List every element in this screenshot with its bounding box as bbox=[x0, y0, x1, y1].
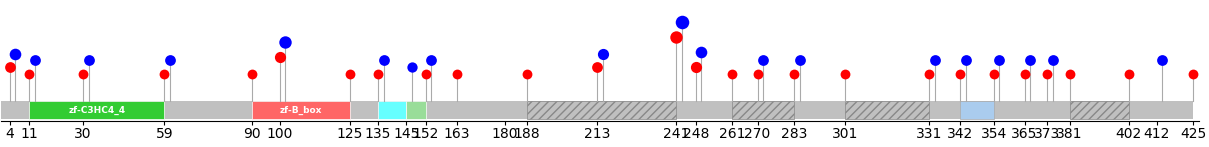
Point bbox=[1120, 72, 1139, 75]
Point bbox=[1037, 72, 1057, 75]
Point bbox=[1184, 72, 1203, 75]
Point bbox=[340, 72, 359, 75]
Point bbox=[1152, 59, 1172, 61]
Point bbox=[753, 59, 773, 61]
Point bbox=[925, 59, 944, 61]
FancyBboxPatch shape bbox=[527, 101, 676, 119]
Point bbox=[25, 59, 45, 61]
Point bbox=[785, 72, 804, 75]
FancyBboxPatch shape bbox=[960, 101, 994, 119]
Point bbox=[517, 72, 537, 75]
Point bbox=[403, 65, 422, 68]
Point bbox=[19, 72, 39, 75]
Point bbox=[1043, 59, 1063, 61]
Point bbox=[161, 59, 180, 61]
Point bbox=[950, 72, 970, 75]
Text: zf-B_box: zf-B_box bbox=[279, 106, 322, 115]
Point bbox=[374, 59, 393, 61]
Point bbox=[686, 65, 705, 68]
Point bbox=[919, 72, 938, 75]
Text: zf-C3HC4_4: zf-C3HC4_4 bbox=[69, 106, 126, 115]
Point bbox=[588, 65, 607, 68]
Point bbox=[984, 72, 1003, 75]
Point bbox=[1014, 72, 1034, 75]
Point bbox=[369, 72, 388, 75]
FancyBboxPatch shape bbox=[845, 101, 929, 119]
Point bbox=[692, 51, 711, 53]
Point bbox=[990, 59, 1010, 61]
Point bbox=[666, 36, 686, 38]
FancyBboxPatch shape bbox=[406, 101, 426, 119]
Point bbox=[422, 59, 441, 61]
Point bbox=[416, 72, 435, 75]
Point bbox=[155, 72, 174, 75]
Point bbox=[447, 72, 467, 75]
Point bbox=[672, 21, 692, 23]
Point bbox=[723, 72, 742, 75]
FancyBboxPatch shape bbox=[1, 101, 1193, 119]
Point bbox=[1060, 72, 1080, 75]
Point bbox=[835, 72, 855, 75]
Point bbox=[956, 59, 976, 61]
Point bbox=[74, 72, 93, 75]
Point bbox=[79, 59, 98, 61]
FancyBboxPatch shape bbox=[1070, 101, 1129, 119]
Point bbox=[270, 56, 289, 58]
Point bbox=[0, 65, 19, 68]
FancyBboxPatch shape bbox=[733, 101, 794, 119]
FancyBboxPatch shape bbox=[378, 101, 406, 119]
Point bbox=[6, 53, 25, 55]
Point bbox=[1020, 59, 1040, 61]
Point bbox=[242, 72, 261, 75]
FancyBboxPatch shape bbox=[251, 101, 349, 119]
Point bbox=[789, 59, 809, 61]
Point bbox=[276, 41, 295, 43]
Point bbox=[748, 72, 768, 75]
FancyBboxPatch shape bbox=[29, 101, 164, 119]
Point bbox=[594, 53, 613, 55]
